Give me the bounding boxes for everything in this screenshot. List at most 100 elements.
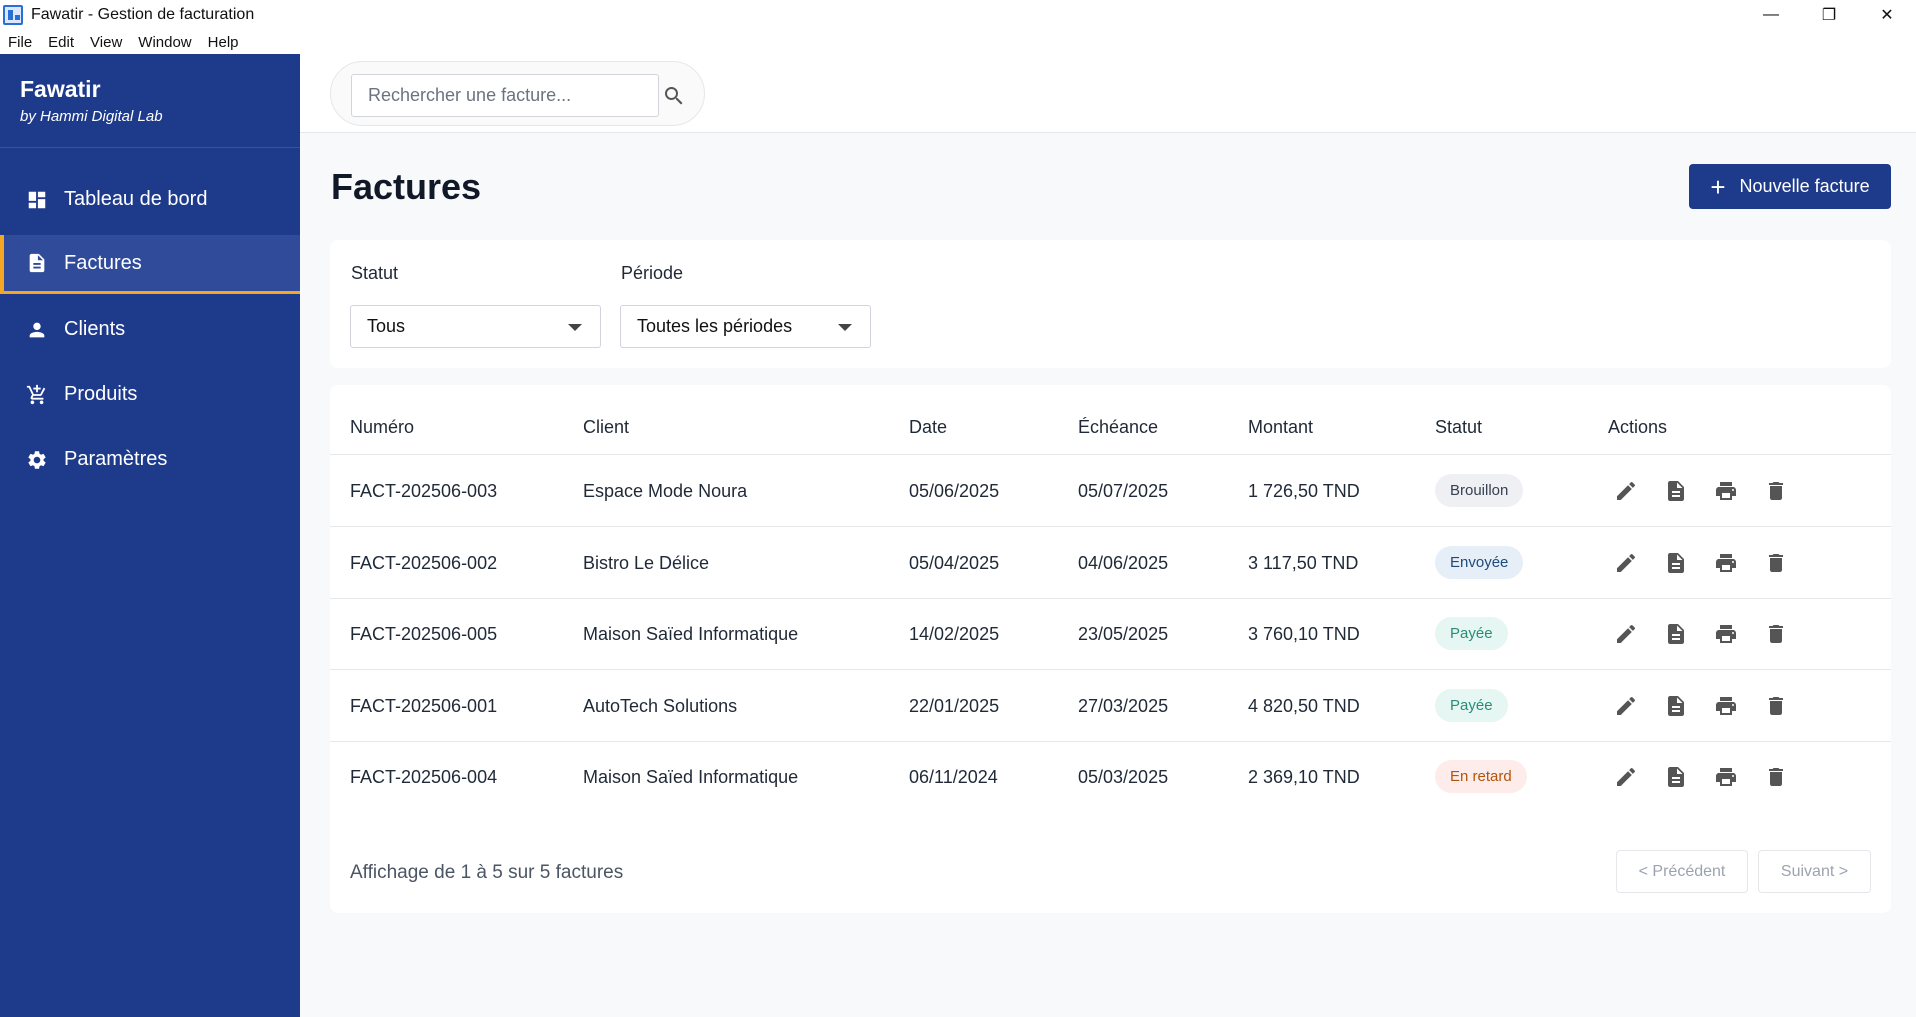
cell-client: Maison Saïed Informatique: [583, 767, 799, 787]
brand: Fawatir by Hammi Digital Lab: [0, 54, 300, 148]
edit-button[interactable]: [1614, 622, 1638, 646]
cell-date: 05/06/2025: [909, 481, 1000, 501]
brand-subtitle: by Hammi Digital Lab: [20, 108, 163, 125]
edit-button[interactable]: [1614, 765, 1638, 789]
delete-icon: [1764, 768, 1788, 793]
column-header-montant: Montant: [1248, 417, 1314, 437]
sidebar-item-dashboard[interactable]: Tableau de bord: [0, 170, 300, 229]
period-select-value: Toutes les périodes: [637, 316, 793, 336]
cell-date: 22/01/2025: [909, 695, 1000, 716]
delete-icon: [1764, 553, 1788, 579]
view-pdf-button[interactable]: [1664, 622, 1688, 646]
sidebar-item-clients[interactable]: Clients: [0, 300, 300, 359]
cell-montant: 1 726,50 TND: [1248, 481, 1360, 501]
new-invoice-button[interactable]: + Nouvelle facture: [1689, 164, 1891, 209]
delete-button[interactable]: [1764, 765, 1788, 789]
cell-client: Espace Mode Noura: [583, 481, 748, 501]
table-header: Numéro Client Date Échéance Montant Stat…: [330, 385, 1891, 455]
edit-button[interactable]: [1614, 479, 1638, 503]
menu-file[interactable]: File: [8, 33, 33, 51]
cell-echeance: 04/06/2025: [1078, 552, 1169, 573]
print-button[interactable]: [1714, 622, 1738, 646]
edit-icon: [1614, 553, 1638, 579]
menu-view[interactable]: View: [90, 33, 123, 51]
delete-button[interactable]: [1764, 694, 1788, 718]
sidebar-item-label: Factures: [64, 251, 142, 274]
minimize-icon[interactable]: —: [1763, 6, 1779, 23]
table-row: FACT-202506-002 Bistro Le Délice 05/04/202…: [330, 528, 1891, 599]
edit-icon: [1614, 481, 1638, 507]
edit-button[interactable]: [1614, 551, 1638, 575]
status-badge: Payée: [1435, 617, 1508, 650]
document-icon: [1664, 624, 1688, 650]
view-pdf-button[interactable]: [1664, 694, 1688, 718]
sidebar-item-label: Tableau de bord: [64, 188, 208, 210]
cell-date: 06/11/2024: [909, 767, 998, 787]
table-row: FACT-202506-005 Maison Saïed Informatique…: [330, 599, 1891, 670]
cell-montant: 4 820,50 TND: [1248, 695, 1360, 716]
gear-icon: [26, 449, 48, 471]
edit-icon: [1614, 767, 1638, 793]
window-title: Fawatir - Gestion de facturation: [31, 6, 255, 23]
cell-echeance: 23/05/2025: [1078, 624, 1169, 644]
print-button[interactable]: [1714, 765, 1738, 789]
cell-montant: 3 117,50 TND: [1248, 552, 1359, 573]
cell-date: 14/02/2025: [909, 624, 1000, 644]
document-icon: [1664, 481, 1688, 507]
cell-numero: FACT-202506-001: [350, 695, 498, 716]
print-button[interactable]: [1714, 551, 1738, 575]
status-badge: Envoyée: [1435, 545, 1524, 579]
top-bar: [300, 54, 1916, 133]
cell-numero: FACT-202506-005: [350, 624, 498, 644]
delete-button[interactable]: [1764, 551, 1788, 575]
sidebar-item-label: Produits: [64, 383, 138, 405]
next-page-button[interactable]: Suivant >: [1758, 850, 1871, 893]
print-icon: [1714, 768, 1738, 793]
view-pdf-button[interactable]: [1664, 551, 1688, 575]
search-icon[interactable]: [662, 84, 686, 108]
sidebar-item-label: Paramètres: [64, 448, 168, 470]
print-button[interactable]: [1714, 694, 1738, 718]
document-icon: [1664, 552, 1688, 579]
close-icon[interactable]: ✕: [1880, 7, 1894, 24]
menu-help[interactable]: Help: [207, 33, 239, 51]
period-select[interactable]: Toutes les périodes: [620, 305, 871, 348]
status-select[interactable]: Tous: [350, 305, 601, 348]
page-title: Factures: [331, 166, 482, 207]
table-row: FACT-202506-004 Maison Saïed Informatique…: [330, 742, 1891, 813]
column-header-actions: Actions: [1608, 417, 1668, 437]
sidebar-item-parametres[interactable]: Paramètres: [0, 430, 300, 489]
delete-button[interactable]: [1764, 622, 1788, 646]
view-pdf-button[interactable]: [1664, 479, 1688, 503]
menu-edit[interactable]: Edit: [48, 33, 75, 51]
print-icon: [1714, 482, 1738, 507]
edit-button[interactable]: [1614, 694, 1638, 718]
menu-window[interactable]: Window: [138, 33, 192, 51]
status-select-value: Tous: [367, 316, 406, 336]
document-icon: [1664, 695, 1688, 722]
sidebar-item-produits[interactable]: Produits: [0, 365, 300, 424]
chevron-down-icon: [838, 324, 852, 331]
sidebar-item-label: Clients: [64, 318, 126, 340]
table-row: FACT-202506-001 AutoTech Solutions 22/01/2…: [330, 671, 1891, 742]
previous-page-button[interactable]: < Précédent: [1616, 850, 1748, 893]
cart-icon: [26, 384, 48, 406]
period-filter-label: Période: [621, 263, 684, 283]
delete-icon: [1764, 482, 1788, 507]
new-invoice-label: Nouvelle facture: [1739, 176, 1870, 196]
restore-icon[interactable]: ❐: [1821, 7, 1837, 24]
print-button[interactable]: [1714, 479, 1738, 503]
search-input[interactable]: [351, 74, 659, 117]
view-pdf-button[interactable]: [1664, 765, 1688, 789]
cell-client: AutoTech Solutions: [583, 695, 738, 716]
sidebar-item-factures[interactable]: Factures: [0, 235, 300, 294]
cell-numero: FACT-202506-003: [350, 481, 498, 501]
print-icon: [1714, 696, 1738, 722]
delete-button[interactable]: [1764, 479, 1788, 503]
status-badge: Payée: [1435, 688, 1508, 722]
cell-numero: FACT-202506-004: [350, 767, 498, 787]
delete-icon: [1764, 696, 1788, 722]
column-header-client: Client: [583, 417, 630, 437]
plus-icon: +: [1710, 171, 1726, 202]
app-icon: [3, 5, 23, 25]
